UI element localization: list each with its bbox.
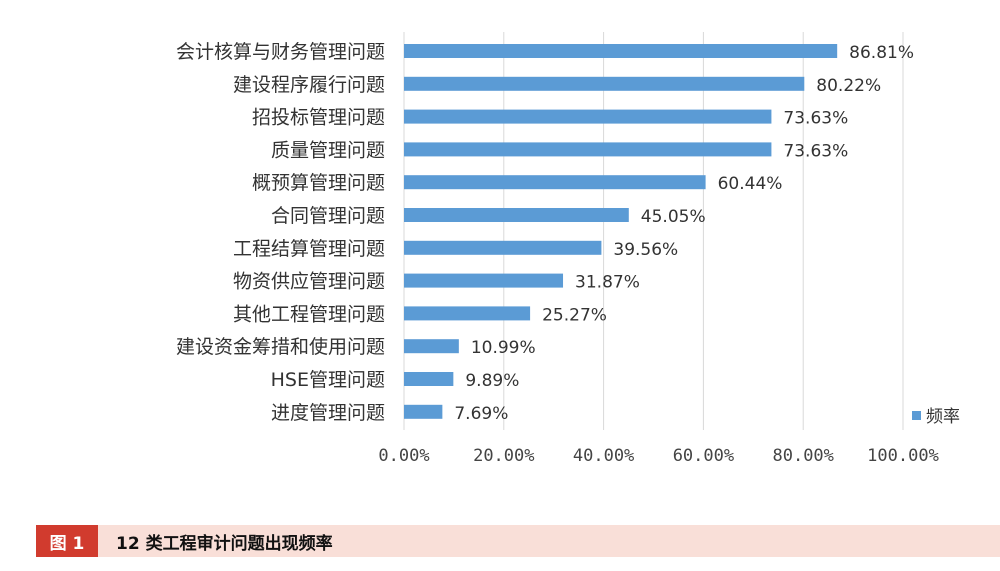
bar bbox=[404, 109, 772, 124]
bar bbox=[404, 142, 772, 157]
x-tick-label: 100.00% bbox=[867, 446, 939, 466]
bar bbox=[404, 339, 459, 354]
category-labels: 会计核算与财务管理问题建设程序履行问题招投标管理问题质量管理问题概预算管理问题合… bbox=[176, 41, 385, 424]
figure-number: 图 1 bbox=[36, 525, 98, 557]
value-label: 39.56% bbox=[613, 240, 678, 260]
legend-label: 频率 bbox=[926, 407, 960, 427]
legend: 频率 bbox=[912, 407, 960, 427]
bars bbox=[404, 44, 838, 419]
figure-caption: 图 1 12 类工程审计问题出现频率 bbox=[36, 525, 1000, 557]
figure-title: 12 类工程审计问题出现频率 bbox=[116, 533, 333, 554]
bar bbox=[404, 372, 454, 386]
category-label: 进度管理问题 bbox=[271, 402, 385, 424]
x-tick-label: 0.00% bbox=[378, 446, 429, 466]
bar-chart: 0.00% 20.00% 40.00% 60.00% 80.00% 100.00% 会计核… bbox=[176, 32, 960, 466]
value-label: 9.89% bbox=[465, 371, 519, 391]
bar bbox=[404, 273, 564, 288]
value-labels: 86.81%80.22%73.63%73.63%60.44%45.05%39.5… bbox=[454, 43, 914, 424]
value-label: 10.99% bbox=[471, 338, 536, 358]
value-label: 7.69% bbox=[454, 404, 508, 424]
bar bbox=[404, 76, 805, 91]
category-label: 其他工程管理问题 bbox=[233, 303, 385, 325]
x-tick-label: 20.00% bbox=[473, 446, 534, 466]
value-label: 60.44% bbox=[718, 174, 783, 194]
value-label: 45.05% bbox=[641, 207, 706, 227]
value-label: 80.22% bbox=[816, 76, 881, 96]
category-label: 会计核算与财务管理问题 bbox=[176, 41, 385, 63]
gridlines bbox=[403, 32, 904, 430]
bar bbox=[404, 404, 443, 419]
value-label: 25.27% bbox=[542, 305, 607, 325]
x-axis-ticks: 0.00% 20.00% 40.00% 60.00% 80.00% 100.00% bbox=[378, 446, 938, 466]
x-tick-label: 80.00% bbox=[772, 446, 833, 466]
category-label: 质量管理问题 bbox=[271, 139, 385, 161]
value-label: 73.63% bbox=[783, 109, 848, 129]
x-tick-label: 40.00% bbox=[573, 446, 634, 466]
category-label: 概预算管理问题 bbox=[252, 172, 385, 194]
x-tick-label: 60.00% bbox=[673, 446, 734, 466]
category-label: 建设程序履行问题 bbox=[233, 74, 385, 96]
category-label: HSE管理问题 bbox=[271, 369, 385, 391]
category-label: 合同管理问题 bbox=[271, 205, 385, 227]
category-label: 物资供应管理问题 bbox=[233, 271, 385, 293]
bar bbox=[404, 44, 838, 58]
category-label: 建设资金筹措和使用问题 bbox=[176, 336, 385, 358]
bar bbox=[404, 208, 629, 222]
category-label: 招投标管理问题 bbox=[252, 107, 385, 129]
value-label: 86.81% bbox=[849, 43, 914, 63]
bar bbox=[404, 306, 531, 321]
category-label: 工程结算管理问题 bbox=[233, 238, 385, 260]
value-label: 31.87% bbox=[575, 273, 640, 293]
legend-swatch bbox=[912, 411, 921, 420]
bar bbox=[404, 240, 602, 255]
value-label: 73.63% bbox=[783, 141, 848, 161]
bar bbox=[404, 175, 706, 190]
